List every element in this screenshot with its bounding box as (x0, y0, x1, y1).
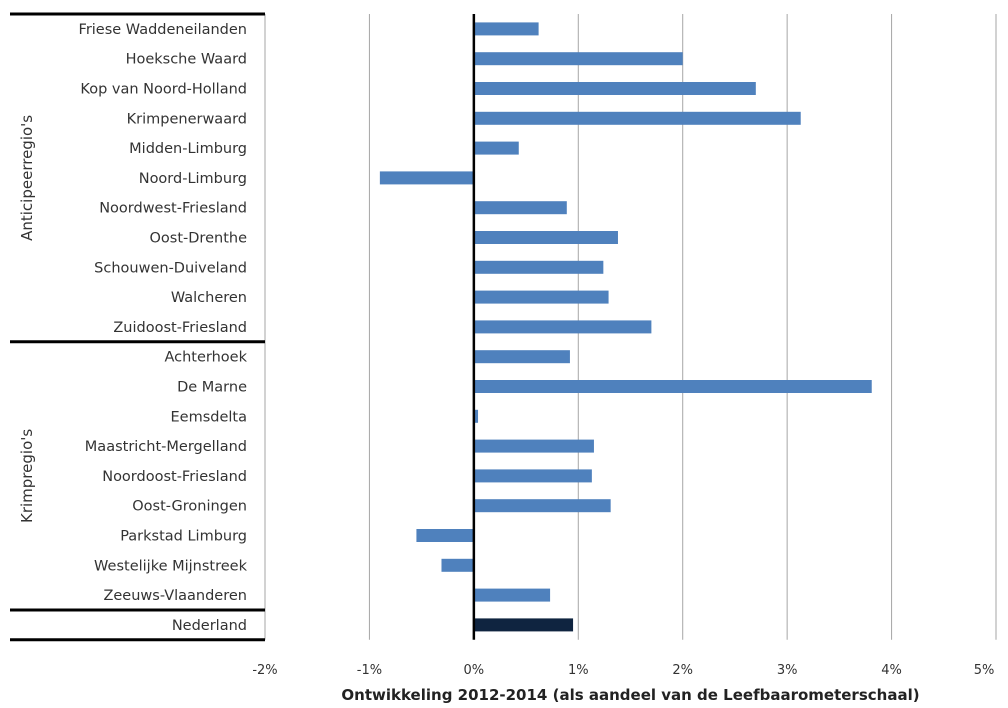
group-label: Anticipeerregio's (18, 115, 36, 241)
category-label: Oost-Drenthe (150, 231, 248, 247)
bar (473, 469, 592, 483)
category-label: Oost-Groningen (132, 499, 247, 515)
x-tick-label: 1% (568, 663, 589, 678)
x-tick-label: 2% (672, 663, 693, 678)
bar (473, 22, 539, 36)
bar (473, 111, 801, 125)
category-label: Westelijke Mijnstreek (94, 558, 248, 574)
x-tick-label: 5% (974, 663, 995, 678)
bar (441, 558, 474, 572)
x-tick-label: 4% (881, 663, 902, 678)
category-label: Noordwest-Friesland (99, 201, 247, 217)
category-label: Maastricht-Mergelland (85, 439, 247, 455)
x-tick-label: 0% (464, 663, 485, 678)
bar (473, 290, 609, 304)
category-label: Noord-Limburg (139, 171, 247, 187)
category-label: De Marne (177, 380, 247, 396)
group-label: Krimpregio's (18, 429, 36, 523)
category-label: Schouwen-Duiveland (94, 260, 247, 276)
category-label: Zuidoost-Friesland (113, 320, 247, 336)
bar (473, 350, 570, 364)
category-label: Midden-Limburg (129, 141, 247, 157)
bar (379, 171, 474, 185)
bar (473, 52, 683, 66)
bar (473, 439, 594, 453)
category-label: Noordoost-Friesland (102, 469, 247, 485)
bar (416, 529, 474, 542)
category-label: Eemsdelta (171, 409, 248, 425)
bar (473, 380, 872, 393)
bar (473, 618, 574, 632)
bar (473, 499, 611, 513)
category-label: Kop van Noord-Holland (80, 82, 247, 98)
bar (473, 82, 756, 95)
bar (473, 231, 618, 244)
category-label: Hoeksche Waard (126, 52, 247, 68)
category-label: Zeeuws-Vlaanderen (103, 588, 247, 604)
bar (473, 201, 567, 215)
x-tick-label: -2% (252, 663, 277, 678)
bar (473, 260, 604, 274)
bar (473, 588, 551, 602)
category-label: Walcheren (171, 290, 247, 306)
x-tick-label: 3% (777, 663, 798, 678)
bar (473, 409, 479, 423)
bar (473, 141, 519, 155)
x-axis-title: Ontwikkeling 2012-2014 (als aandeel van … (341, 686, 919, 704)
category-label: Krimpenerwaard (127, 111, 247, 127)
category-label: Achterhoek (164, 350, 247, 366)
category-label: Nederland (172, 618, 247, 634)
category-label: Friese Waddeneilanden (79, 22, 247, 38)
bar (473, 320, 652, 334)
x-tick-label: -1% (357, 663, 382, 678)
category-label: Parkstad Limburg (120, 529, 247, 545)
